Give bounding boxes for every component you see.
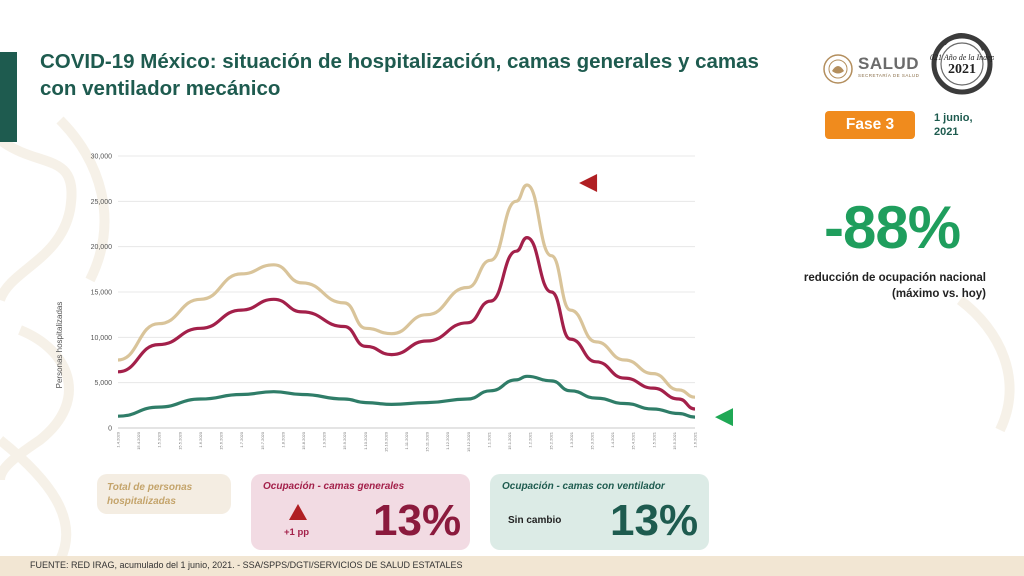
emblem-year: 2021 xyxy=(948,62,976,77)
x-tick-label: 1.4.2021 xyxy=(610,431,615,447)
salud-logo-text: SALUD xyxy=(858,54,920,73)
x-tick-label: 15.11.2020 xyxy=(425,431,430,451)
x-tick-label: 15.3.2021 xyxy=(589,431,594,450)
salud-subtitle: SECRETARÍA DE SALUD xyxy=(858,73,920,78)
x-axis-ticks: 1.4.2020 15.4.2020 1.5.2020 15.5.2020 1.6.20… xyxy=(116,431,698,452)
x-tick-label: 15.8.2020 xyxy=(301,431,306,450)
report-date-line2: 2021 xyxy=(934,126,959,138)
x-tick-label: 1.4.2020 xyxy=(116,431,121,447)
x-tick-label: 15.9.2020 xyxy=(342,431,347,450)
x-tick-label: 1.5.2021 xyxy=(651,431,656,447)
phase-badge: Fase 3 xyxy=(825,111,915,139)
x-tick-label: 1.10.2020 xyxy=(363,431,368,450)
total-hospitalized-label: Total de personas hospitalizadas xyxy=(107,481,192,509)
x-tick-label: 15.6.2020 xyxy=(219,431,224,450)
chart-markers xyxy=(579,174,733,427)
x-tick-label: 1.1.2021 xyxy=(486,431,491,447)
reduction-desc-line1: reducción de ocupación nacional xyxy=(803,272,986,284)
salud-seal-icon xyxy=(823,54,853,84)
general-beds-percent: 13% xyxy=(373,496,462,545)
y-tick-label: 25,000 xyxy=(91,199,113,206)
y-axis-label: Personas hospitalizadas xyxy=(55,302,64,389)
y-tick-label: 5,000 xyxy=(94,380,112,387)
series-line xyxy=(117,236,696,411)
hospitalization-line-chart: 0 5,000 10,000 15,000 20,000 25,000 30,000 1.4… xyxy=(55,154,733,452)
x-tick-label: 1.6.2020 xyxy=(198,431,203,447)
report-date: 1 junio, 2021 xyxy=(934,111,973,139)
x-tick-label: 1.2.2021 xyxy=(528,431,533,447)
x-tick-label: 1.5.2020 xyxy=(157,431,162,447)
x-tick-label: 1.12.2020 xyxy=(445,431,450,450)
y-tick-label: 15,000 xyxy=(91,290,113,297)
x-tick-label: 1.8.2020 xyxy=(280,431,285,447)
general-beds-change: +1 pp xyxy=(284,527,310,538)
y-tick-label: 0 xyxy=(108,426,112,433)
x-tick-label: 15.5.2020 xyxy=(177,431,182,450)
ventilator-beds-card: Ocupación - camas con ventilador Sin cam… xyxy=(490,474,709,550)
x-tick-label: 1.6.2021 xyxy=(693,431,698,447)
source-note: FUENTE: RED IRAG, acumulado del 1 junio,… xyxy=(30,560,463,570)
y-axis-ticks: 0 5,000 10,000 15,000 20,000 25,000 30,000 xyxy=(91,154,113,433)
ventilator-beds-label: Ocupación - camas con ventilador xyxy=(502,481,665,492)
x-tick-label: 15.1.2021 xyxy=(507,431,512,450)
chart-grid xyxy=(118,155,695,429)
chart-series xyxy=(117,183,696,419)
ventilator-beds-percent: 13% xyxy=(610,496,699,545)
x-tick-label: 15.7.2020 xyxy=(260,431,265,450)
x-tick-label: 15.5.2021 xyxy=(672,431,677,450)
general-beds-label: Ocupación - camas generales xyxy=(263,481,405,492)
x-tick-label: 1.9.2020 xyxy=(322,431,327,447)
x-tick-label: 15.10.2020 xyxy=(383,431,388,452)
total-label-line1: Total de personas xyxy=(107,482,193,493)
footer-bar: FUENTE: RED IRAG, acumulado del 1 junio,… xyxy=(0,556,1024,576)
ventilator-beds-state: Sin cambio xyxy=(508,515,562,526)
x-tick-label: 1.11.2020 xyxy=(404,431,409,449)
x-tick-label: 15.4.2021 xyxy=(631,431,636,450)
x-tick-label: 15.4.2020 xyxy=(136,431,141,450)
series-line xyxy=(117,374,696,419)
report-date-line1: 1 junio, xyxy=(934,112,973,124)
reduction-description: reducción de ocupación nacional (máximo … xyxy=(790,270,986,302)
page-title: COVID-19 México: situación de hospitaliz… xyxy=(40,50,759,100)
mexico-2021-emblem-icon: México 2021 Año de la Independencia 2021 xyxy=(930,33,994,95)
series-marker-icon xyxy=(579,174,598,193)
general-beds-card: Ocupación - camas generales +1 pp 13% xyxy=(251,474,470,550)
x-tick-label: 15.12.2020 xyxy=(466,431,471,452)
series-marker-icon xyxy=(715,408,733,427)
reduction-desc-line2: (máximo vs. hoy) xyxy=(892,288,986,300)
accent-bar xyxy=(0,52,17,142)
total-label-line2: hospitalizadas xyxy=(107,496,176,507)
x-tick-label: 1.7.2020 xyxy=(239,431,244,447)
y-tick-label: 10,000 xyxy=(91,335,113,342)
up-arrow-icon xyxy=(289,504,307,520)
x-tick-label: 15.2.2021 xyxy=(548,431,553,450)
reduction-value: -88% xyxy=(824,194,961,261)
series-line xyxy=(117,183,696,399)
emblem-word: México 2021 Año de la Independencia xyxy=(930,53,994,62)
x-tick-label: 1.3.2021 xyxy=(569,431,574,447)
y-tick-label: 20,000 xyxy=(91,244,113,251)
y-tick-label: 30,000 xyxy=(91,154,113,161)
total-hospitalized-card: Total de personas hospitalizadas xyxy=(97,474,231,514)
